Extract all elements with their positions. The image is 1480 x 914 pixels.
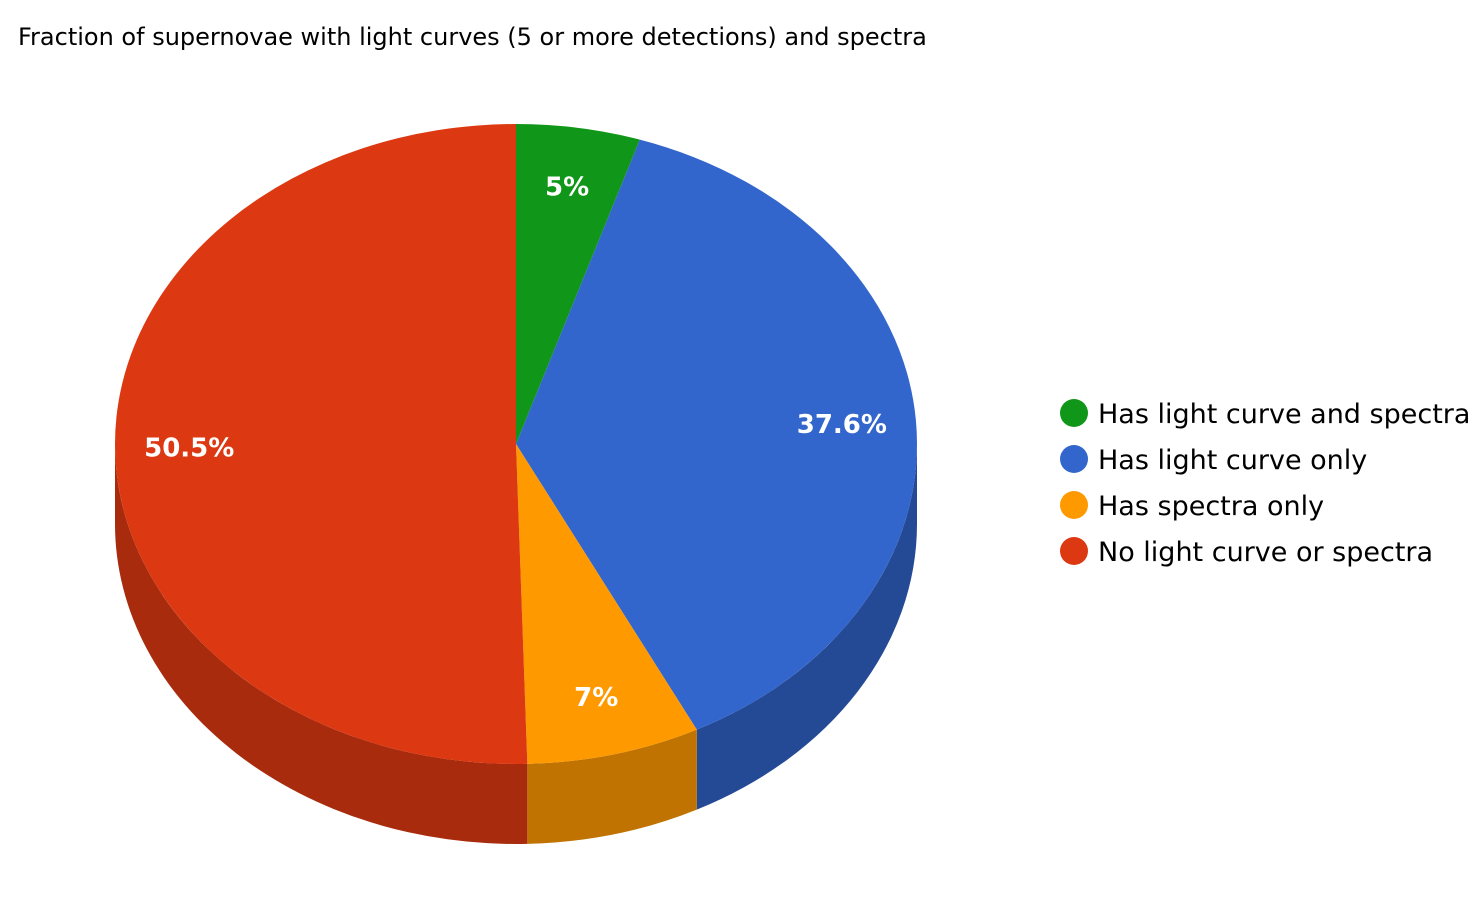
slice-data-label: 50.5% [144, 434, 234, 464]
pie-slice [516, 124, 640, 444]
legend: Has light curve and spectra Has light cur… [1060, 399, 1470, 568]
legend-label: Has light curve only [1098, 445, 1367, 476]
pie-side-3 [115, 444, 528, 844]
legend-marker [1060, 537, 1088, 565]
pie-side-2 [527, 729, 697, 844]
pie-side-1 [696, 444, 917, 810]
pie-slice [516, 139, 918, 730]
pie-slices [115, 124, 918, 764]
slice-data-label: 7% [574, 683, 618, 713]
legend-marker [1060, 399, 1088, 427]
pie-slice [115, 124, 528, 764]
legend-marker [1060, 491, 1088, 519]
legend-label: Has light curve and spectra [1098, 399, 1470, 430]
legend-label: Has spectra only [1098, 491, 1324, 522]
pie-sides [115, 444, 917, 844]
chart-title: Fraction of supernovae with light curves… [18, 23, 927, 51]
legend-marker [1060, 445, 1088, 473]
slice-data-label: 5% [545, 172, 589, 202]
slice-data-label: 37.6% [797, 410, 887, 440]
pie-data-labels: 5% 37.6% 7% 50.5% [144, 172, 887, 712]
legend-label: No light curve or spectra [1098, 537, 1433, 568]
pie-slice [516, 444, 697, 764]
